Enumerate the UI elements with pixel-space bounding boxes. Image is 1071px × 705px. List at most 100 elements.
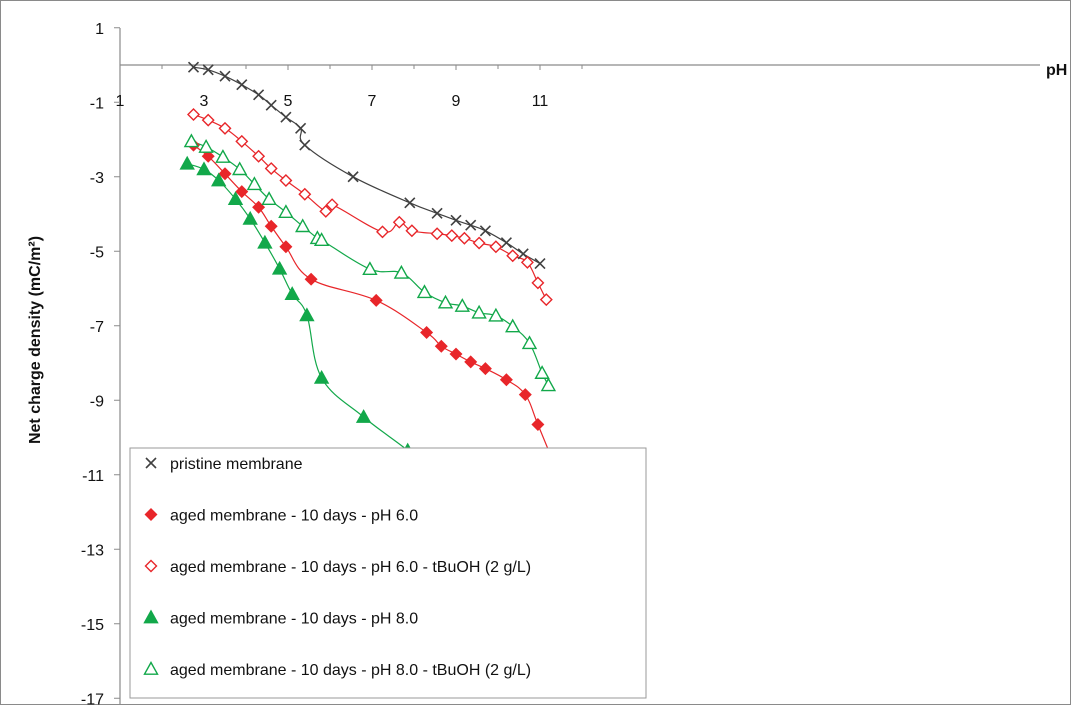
- data-point-series-0: [187, 61, 200, 73]
- y-tick-label: -9: [90, 393, 104, 410]
- data-point-series-3: [211, 172, 227, 187]
- data-point-series-2: [264, 162, 278, 176]
- y-tick-label: 1: [95, 21, 104, 38]
- x-axis-title: pH: [1046, 62, 1067, 79]
- legend-label-2: aged membrane - 10 days - pH 6.0 - tBuOH…: [170, 559, 531, 576]
- legend-label-0: pristine membrane: [170, 456, 303, 473]
- data-point-series-2: [325, 198, 339, 212]
- data-point-series-2: [445, 229, 459, 243]
- x-ticks: 1 3 5 7 9 11: [116, 65, 583, 110]
- data-point-series-4: [534, 365, 550, 379]
- data-point-series-3: [299, 307, 315, 322]
- legend-label-3: aged membrane - 10 days - pH 8.0: [170, 611, 418, 628]
- data-point-series-2: [405, 224, 419, 238]
- y-tick-label: -17: [81, 691, 104, 705]
- data-point-series-3: [355, 409, 372, 423]
- data-point-series-4: [540, 377, 557, 392]
- data-point-series-3: [179, 155, 195, 170]
- data-point-series-1: [449, 347, 463, 361]
- data-point-series-0: [299, 139, 311, 151]
- x-tick-label: 1: [116, 93, 125, 110]
- data-point-series-1: [201, 149, 215, 163]
- data-point-series-1: [531, 417, 545, 431]
- data-point-series-3: [242, 210, 258, 225]
- data-point-series-4: [393, 264, 410, 279]
- data-point-series-2: [457, 231, 471, 245]
- data-point-series-1: [304, 272, 318, 286]
- data-point-series-1: [499, 373, 513, 387]
- data-point-series-0: [265, 99, 277, 111]
- data-point-series-0: [404, 197, 416, 209]
- legend-marker-2: [144, 559, 158, 573]
- data-point-series-3: [257, 234, 273, 249]
- data-point-series-4: [471, 304, 487, 319]
- data-point-series-2: [319, 204, 333, 218]
- data-point-series-0: [347, 171, 359, 183]
- data-point-series-1: [434, 339, 448, 353]
- data-point-series-3: [284, 286, 300, 300]
- data-point-series-0: [253, 89, 265, 101]
- y-tick-label: -13: [81, 542, 104, 559]
- data-point-series-4: [505, 318, 521, 333]
- x-tick-label: 11: [532, 93, 549, 110]
- data-point-series-3: [271, 260, 288, 275]
- legend-marker-4: [143, 661, 159, 675]
- y-tick-label: -7: [90, 319, 104, 336]
- data-point-series-1: [369, 293, 383, 307]
- data-point-series-4: [454, 298, 470, 312]
- y-axis-title: Net charge density (mC/m²): [27, 236, 44, 444]
- data-point-series-1: [235, 185, 249, 199]
- data-point-series-2: [520, 255, 534, 269]
- legend-marker-3: [143, 609, 159, 624]
- data-point-series-2: [539, 293, 553, 307]
- data-point-series-3: [313, 369, 330, 384]
- data-point-series-4: [521, 335, 538, 350]
- y-tick-label: -5: [90, 244, 104, 261]
- x-tick-label: 7: [368, 93, 377, 110]
- data-point-series-4: [416, 284, 433, 299]
- data-point-series-1: [218, 167, 232, 181]
- data-point-series-2: [376, 225, 389, 239]
- data-point-series-1: [279, 240, 293, 254]
- data-point-series-4: [437, 294, 454, 309]
- x-tick-label: 3: [200, 93, 209, 110]
- data-point-series-4: [295, 218, 311, 233]
- data-point-series-4: [198, 139, 214, 153]
- legend-label-4: aged membrane - 10 days - pH 8.0 - tBuOH…: [170, 662, 531, 679]
- data-point-series-2: [392, 215, 406, 229]
- data-point-series-2: [531, 276, 545, 290]
- data-point-series-3: [227, 191, 244, 206]
- y-ticks: 1 -1 -3 -5 -7 -9 -11 -13 -15 -17: [81, 21, 120, 705]
- y-tick-label: -1: [90, 95, 104, 112]
- data-point-series-0: [219, 70, 231, 82]
- data-point-series-2: [201, 113, 215, 127]
- data-point-series-4: [183, 133, 200, 148]
- data-point-series-4: [278, 204, 294, 219]
- data-point-series-2: [489, 240, 503, 254]
- data-point-series-2: [279, 173, 293, 187]
- data-point-series-2: [218, 121, 232, 135]
- y-tick-label: -15: [81, 617, 104, 634]
- data-point-series-1: [420, 325, 434, 339]
- data-point-series-1: [518, 388, 532, 402]
- data-point-series-4: [362, 261, 378, 276]
- data-point-series-2: [298, 187, 312, 201]
- data-point-series-1: [264, 219, 278, 233]
- data-point-series-3: [196, 161, 212, 176]
- data-point-series-4: [246, 176, 263, 191]
- legend-marker-0: [145, 457, 157, 469]
- data-point-series-2: [506, 249, 520, 263]
- y-tick-label: -3: [90, 170, 104, 187]
- legend-box: [129, 447, 647, 699]
- data-point-series-0: [202, 64, 214, 76]
- y-tick-label: -11: [82, 468, 104, 485]
- data-point-series-0: [534, 257, 546, 270]
- x-tick-label: 9: [452, 93, 461, 110]
- data-point-series-0: [295, 122, 307, 134]
- data-point-series-1: [464, 355, 478, 369]
- data-point-series-2: [187, 108, 200, 122]
- data-point-series-4: [313, 232, 330, 246]
- series-line-2: [193, 113, 547, 300]
- data-point-series-2: [235, 134, 249, 148]
- data-point-series-0: [236, 79, 248, 91]
